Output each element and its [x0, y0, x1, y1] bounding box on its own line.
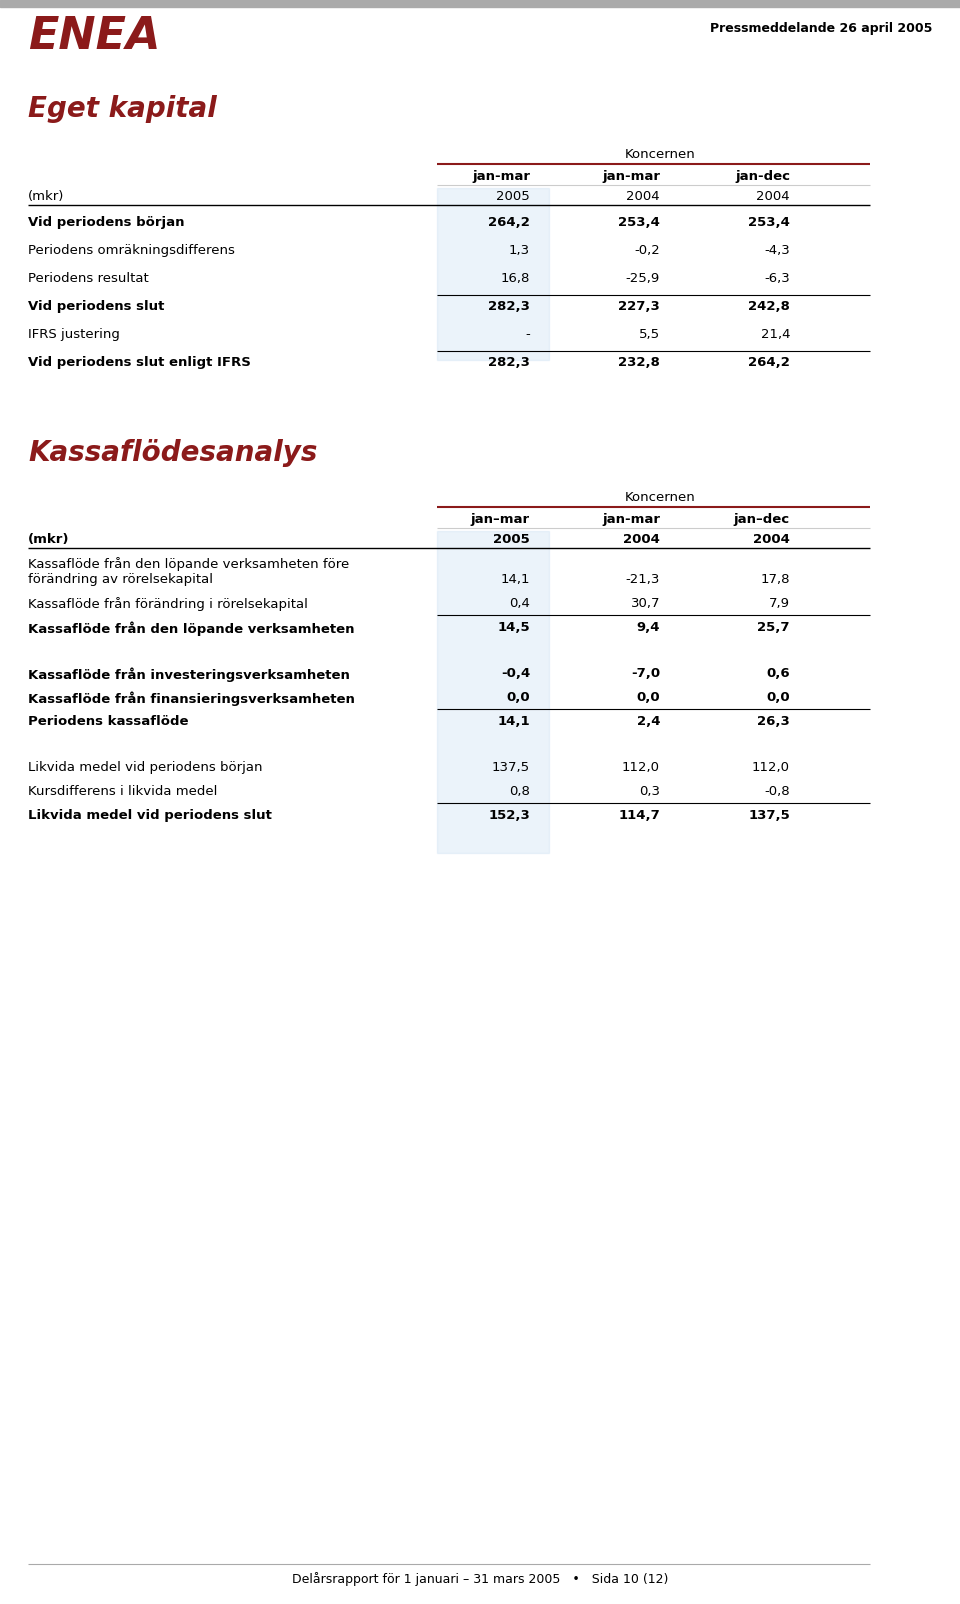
Text: förändring av rörelsekapital: förändring av rörelsekapital: [28, 573, 213, 585]
Text: Kassaflöde från förändring i rörelsekapital: Kassaflöde från förändring i rörelsekapi…: [28, 597, 308, 611]
Text: -25,9: -25,9: [626, 273, 660, 286]
Text: 0,0: 0,0: [506, 691, 530, 704]
Text: 112,0: 112,0: [752, 760, 790, 775]
Text: -0,8: -0,8: [764, 784, 790, 799]
Text: 242,8: 242,8: [748, 300, 790, 313]
Text: 282,3: 282,3: [488, 300, 530, 313]
Text: 9,4: 9,4: [636, 621, 660, 634]
Text: Vid periodens början: Vid periodens början: [28, 217, 184, 229]
Text: 2,4: 2,4: [636, 715, 660, 728]
Text: 2004: 2004: [623, 533, 660, 545]
Text: 16,8: 16,8: [500, 273, 530, 286]
Text: 0,6: 0,6: [766, 667, 790, 680]
Text: Vid periodens slut enligt IFRS: Vid periodens slut enligt IFRS: [28, 356, 251, 369]
Text: jan-dec: jan-dec: [735, 170, 790, 183]
Text: 282,3: 282,3: [488, 356, 530, 369]
Text: 264,2: 264,2: [748, 356, 790, 369]
Text: 2004: 2004: [626, 189, 660, 204]
Text: 1,3: 1,3: [509, 244, 530, 257]
Text: Koncernen: Koncernen: [625, 148, 695, 160]
Text: 30,7: 30,7: [631, 597, 660, 610]
Text: 264,2: 264,2: [488, 217, 530, 229]
Text: IFRS justering: IFRS justering: [28, 327, 120, 342]
Text: (mkr): (mkr): [28, 533, 69, 545]
Text: Kassaflöde från finansieringsverksamheten: Kassaflöde från finansieringsverksamhete…: [28, 691, 355, 706]
Text: Kassaflöde från den löpande verksamheten: Kassaflöde från den löpande verksamheten: [28, 621, 354, 635]
Text: jan–mar: jan–mar: [470, 513, 530, 526]
Text: Kassaflöde från investeringsverksamheten: Kassaflöde från investeringsverksamheten: [28, 667, 349, 682]
Text: Pressmeddelande 26 april 2005: Pressmeddelande 26 april 2005: [709, 22, 932, 35]
Text: 25,7: 25,7: [757, 621, 790, 634]
Text: 14,1: 14,1: [500, 573, 530, 585]
Text: 21,4: 21,4: [760, 327, 790, 342]
Text: 14,5: 14,5: [497, 621, 530, 634]
Text: 114,7: 114,7: [618, 808, 660, 821]
Text: 17,8: 17,8: [760, 573, 790, 585]
Text: ENEA: ENEA: [28, 14, 160, 58]
Text: 2004: 2004: [756, 189, 790, 204]
Text: 2005: 2005: [496, 189, 530, 204]
Text: 253,4: 253,4: [748, 217, 790, 229]
Text: -0,2: -0,2: [635, 244, 660, 257]
Text: Periodens kassaflöde: Periodens kassaflöde: [28, 715, 188, 728]
Text: Vid periodens slut: Vid periodens slut: [28, 300, 164, 313]
Text: 26,3: 26,3: [757, 715, 790, 728]
Text: Koncernen: Koncernen: [625, 491, 695, 504]
Text: Kursdifferens i likvida medel: Kursdifferens i likvida medel: [28, 784, 217, 799]
Bar: [437, 188, 549, 359]
Text: 0,3: 0,3: [639, 784, 660, 799]
Text: 2004: 2004: [754, 533, 790, 545]
Text: 137,5: 137,5: [748, 808, 790, 821]
Text: 5,5: 5,5: [638, 327, 660, 342]
Text: 152,3: 152,3: [489, 808, 530, 821]
Bar: [437, 531, 549, 853]
Text: Periodens resultat: Periodens resultat: [28, 273, 149, 286]
Text: 232,8: 232,8: [618, 356, 660, 369]
Text: -4,3: -4,3: [764, 244, 790, 257]
Text: Delårsrapport för 1 januari – 31 mars 2005   •   Sida 10 (12): Delårsrapport för 1 januari – 31 mars 20…: [292, 1572, 668, 1586]
Text: jan-mar: jan-mar: [472, 170, 530, 183]
Text: jan-mar: jan-mar: [602, 513, 660, 526]
Text: -: -: [525, 327, 530, 342]
Text: 14,1: 14,1: [497, 715, 530, 728]
Text: Periodens omräkningsdifferens: Periodens omräkningsdifferens: [28, 244, 235, 257]
Text: 0,0: 0,0: [636, 691, 660, 704]
Text: 0,8: 0,8: [509, 784, 530, 799]
Text: 2005: 2005: [493, 533, 530, 545]
Text: Kassaflödesanalys: Kassaflödesanalys: [28, 439, 318, 467]
Text: Likvida medel vid periodens början: Likvida medel vid periodens början: [28, 760, 262, 775]
Text: Likvida medel vid periodens slut: Likvida medel vid periodens slut: [28, 808, 272, 821]
Text: 112,0: 112,0: [622, 760, 660, 775]
Text: jan-mar: jan-mar: [602, 170, 660, 183]
Text: -7,0: -7,0: [631, 667, 660, 680]
Bar: [0, 0, 960, 6]
Text: 0,4: 0,4: [509, 597, 530, 610]
Text: Kassaflöde från den löpande verksamheten före: Kassaflöde från den löpande verksamheten…: [28, 557, 349, 571]
Text: -6,3: -6,3: [764, 273, 790, 286]
Text: -21,3: -21,3: [626, 573, 660, 585]
Text: (mkr): (mkr): [28, 189, 64, 204]
Text: 137,5: 137,5: [492, 760, 530, 775]
Text: 7,9: 7,9: [769, 597, 790, 610]
Text: 0,0: 0,0: [766, 691, 790, 704]
Text: jan–dec: jan–dec: [733, 513, 790, 526]
Text: -0,4: -0,4: [501, 667, 530, 680]
Text: 227,3: 227,3: [618, 300, 660, 313]
Text: 253,4: 253,4: [618, 217, 660, 229]
Text: Eget kapital: Eget kapital: [28, 95, 217, 124]
